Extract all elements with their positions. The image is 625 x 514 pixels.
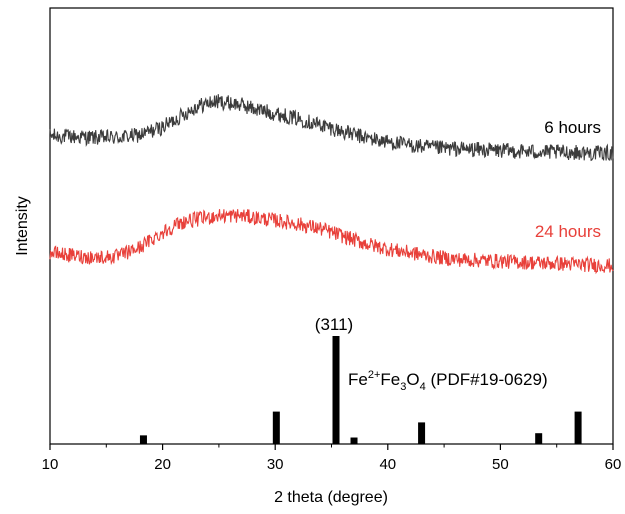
- ref-label-sub-4: 4: [420, 381, 426, 393]
- annotation-311: (311): [315, 315, 353, 334]
- reference-bar: [535, 433, 543, 444]
- series-6-hours-line: [49, 94, 614, 162]
- ref-label-fe-1: Fe: [348, 370, 368, 389]
- ref-label-sub-3: 3: [400, 381, 406, 393]
- x-tick-label: 10: [42, 456, 59, 473]
- x-tick-label: 40: [379, 456, 396, 473]
- annotation-24-hours: 24 hours: [535, 222, 601, 241]
- reference-bar: [139, 435, 147, 444]
- ref-label-pdf: (PDF#19-0629): [426, 370, 548, 389]
- x-axis-label: 2 theta (degree): [274, 489, 388, 506]
- reference-bar: [574, 411, 582, 444]
- series-24-hours-line: [49, 209, 614, 275]
- x-tick-label: 60: [605, 456, 622, 473]
- ref-label-o: O: [406, 370, 419, 389]
- reference-bar: [272, 411, 280, 444]
- ref-label-sup-2plus: 2+: [368, 369, 381, 381]
- reference-bar: [418, 422, 426, 444]
- y-axis-label: Intensity: [14, 196, 31, 256]
- reference-pattern-bars: [139, 336, 582, 444]
- ref-label-fe-2: Fe: [380, 370, 400, 389]
- x-tick-label: 20: [154, 456, 171, 473]
- x-axis-ticks: 10 20 30 40 50 60: [42, 444, 622, 473]
- reference-bar: [332, 336, 340, 444]
- x-tick-label: 50: [492, 456, 509, 473]
- annotation-reference-label: Fe2+Fe3O4 (PDF#19-0629): [348, 369, 548, 393]
- annotation-6-hours: 6 hours: [544, 118, 601, 137]
- reference-bar: [350, 437, 358, 444]
- x-tick-label: 30: [267, 456, 284, 473]
